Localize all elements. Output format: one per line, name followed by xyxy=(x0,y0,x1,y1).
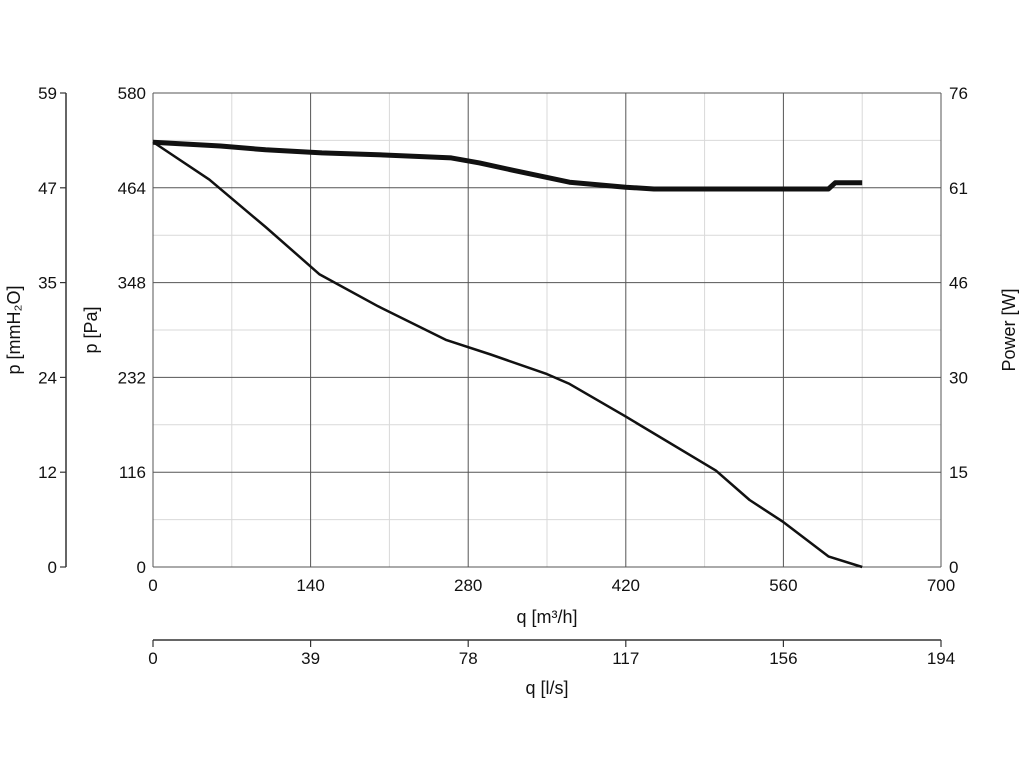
x-tick-label: 560 xyxy=(769,576,797,595)
x-axis-title: q [m³/h] xyxy=(516,607,577,627)
x-secondary-tick-label: 78 xyxy=(459,649,478,668)
minor-grid xyxy=(153,93,941,567)
y-right-tick-label: 15 xyxy=(949,463,968,482)
y-left-tick-label: 0 xyxy=(137,558,146,577)
y-left-outer-tick-label: 0 xyxy=(48,558,57,577)
y-left-tick-label: 116 xyxy=(119,463,146,482)
y-left-tick-label: 580 xyxy=(118,84,146,103)
x-secondary-tick-label: 39 xyxy=(301,649,320,668)
power-curve xyxy=(152,139,863,192)
y-left-outer-tick-label: 35 xyxy=(38,274,57,293)
x-tick-label: 280 xyxy=(454,576,482,595)
y-right-tick-label: 46 xyxy=(949,274,968,293)
x-secondary-tick-label: 117 xyxy=(612,649,639,668)
x-secondary-axis-title: q [l/s] xyxy=(525,678,568,698)
y-left-tick-label: 232 xyxy=(118,368,146,387)
x-tick-label: 0 xyxy=(148,576,157,595)
y-left-outer-tick-label: 24 xyxy=(38,368,57,387)
y-right-axis-title: Power [W] xyxy=(999,288,1019,371)
y-left-tick-label: 348 xyxy=(118,274,146,293)
y-right-tick-label: 30 xyxy=(949,368,968,387)
major-grid xyxy=(152,92,942,568)
x-tick-label: 700 xyxy=(927,576,955,595)
axes xyxy=(60,92,942,647)
y-left-axis-title: p [Pa] xyxy=(81,306,101,353)
pressure-curve xyxy=(152,140,863,569)
x-tick-label: 140 xyxy=(296,576,324,595)
y-left-tick-label: 464 xyxy=(118,179,146,198)
y-right-tick-label: 61 xyxy=(949,179,968,198)
y-right-tick-label: 0 xyxy=(949,558,958,577)
x-secondary-tick-label: 156 xyxy=(769,649,797,668)
y-right-tick-label: 76 xyxy=(949,84,968,103)
y-left-outer-axis-title: p [mmH₂O] xyxy=(4,286,24,375)
x-secondary-tick-label: 0 xyxy=(148,649,157,668)
x-secondary-tick-label: 194 xyxy=(927,649,955,668)
y-left-outer-tick-label: 47 xyxy=(38,179,57,198)
y-left-outer-tick-label: 59 xyxy=(38,84,57,103)
x-tick-label: 420 xyxy=(612,576,640,595)
curves xyxy=(152,139,863,569)
y-left-outer-tick-label: 12 xyxy=(38,463,57,482)
